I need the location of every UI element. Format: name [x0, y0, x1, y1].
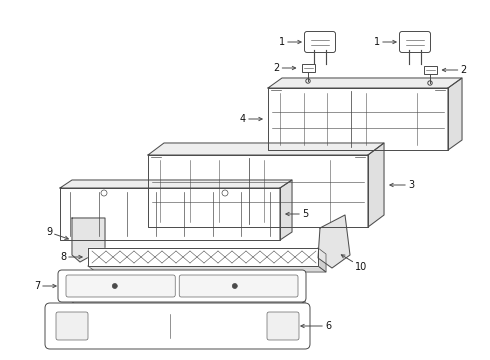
Text: 2: 2 [273, 63, 295, 73]
Text: 10: 10 [342, 255, 367, 272]
Polygon shape [88, 266, 326, 272]
Polygon shape [72, 218, 105, 262]
Bar [301, 64, 315, 72]
Polygon shape [297, 278, 305, 304]
Polygon shape [67, 298, 305, 304]
FancyBboxPatch shape [58, 270, 306, 302]
FancyBboxPatch shape [66, 275, 175, 297]
Text: 5: 5 [286, 209, 308, 219]
Polygon shape [268, 88, 448, 150]
Polygon shape [148, 155, 368, 227]
Polygon shape [318, 248, 326, 272]
Polygon shape [148, 143, 384, 155]
Polygon shape [58, 339, 305, 345]
Text: 4: 4 [240, 114, 262, 124]
FancyBboxPatch shape [267, 312, 299, 340]
Text: 7: 7 [34, 281, 56, 291]
Circle shape [232, 284, 237, 288]
Polygon shape [297, 313, 305, 345]
Text: 8: 8 [60, 252, 82, 262]
Text: 6: 6 [301, 321, 331, 331]
Polygon shape [368, 143, 384, 227]
FancyBboxPatch shape [179, 275, 298, 297]
Polygon shape [88, 248, 318, 266]
Polygon shape [268, 78, 462, 88]
Polygon shape [60, 180, 292, 188]
FancyBboxPatch shape [56, 312, 88, 340]
Polygon shape [318, 215, 350, 268]
FancyBboxPatch shape [45, 303, 310, 349]
Bar [423, 66, 437, 74]
Text: 1: 1 [279, 37, 301, 47]
FancyBboxPatch shape [304, 31, 336, 53]
Text: 1: 1 [374, 37, 396, 47]
Circle shape [112, 284, 117, 288]
Text: 2: 2 [442, 65, 467, 75]
Text: 9: 9 [46, 227, 68, 239]
Polygon shape [60, 188, 280, 240]
Text: 3: 3 [390, 180, 414, 190]
Polygon shape [448, 78, 462, 150]
Polygon shape [280, 180, 292, 240]
FancyBboxPatch shape [399, 31, 431, 53]
